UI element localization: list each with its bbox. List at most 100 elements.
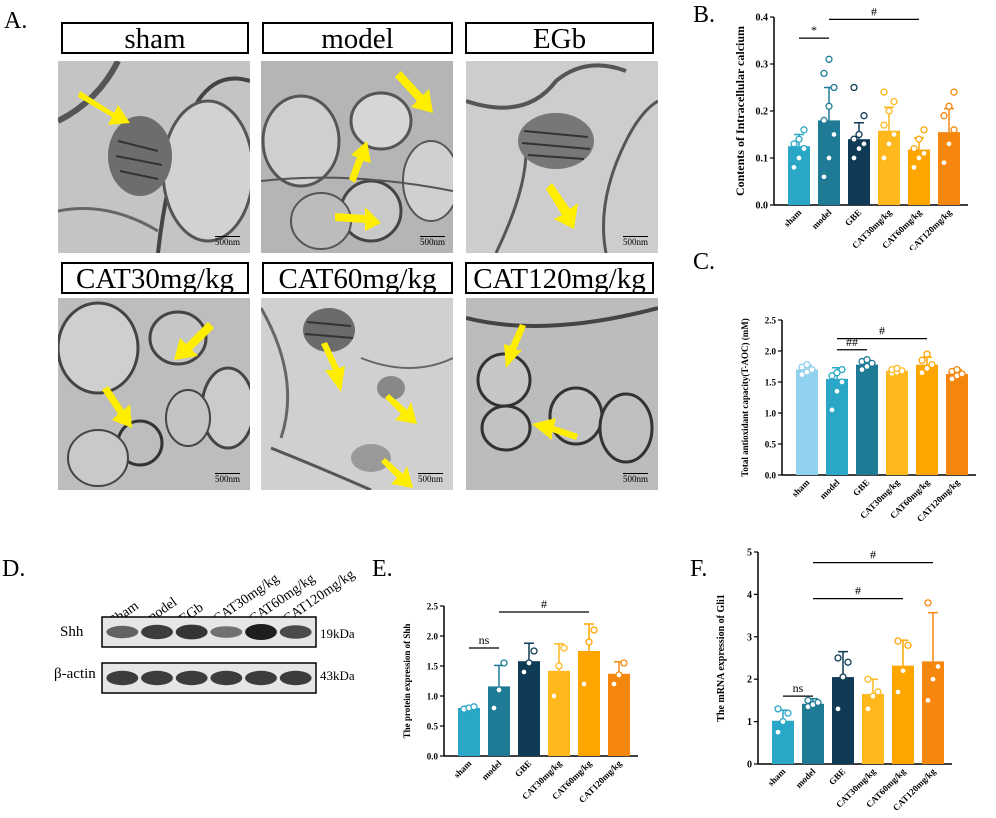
bar-GBE	[856, 364, 878, 475]
data-point-CAT120mg/kg	[940, 112, 948, 120]
bar-CAT30mg/kg	[548, 670, 570, 756]
blot-band-0-4	[245, 624, 277, 640]
y-tick-label: 1.0	[427, 692, 439, 702]
data-point-sham	[800, 144, 808, 153]
data-point-CAT120mg/kg	[929, 675, 937, 683]
blot-band-1-1	[141, 670, 173, 686]
micrograph-sham-art	[58, 61, 250, 253]
data-point-GBE	[530, 647, 538, 655]
bar-sham	[458, 708, 480, 756]
data-point-GBE	[855, 130, 863, 139]
panel-label-c: C.	[693, 249, 716, 275]
micrograph-label-egb: EGb	[465, 22, 654, 55]
y-tick-label: 1.5	[765, 378, 777, 388]
data-point-model	[825, 55, 833, 63]
y-tick-label: 0.1	[756, 154, 769, 165]
bar-CAT120mg/kg	[946, 373, 968, 475]
blot-band-0-1	[141, 624, 173, 640]
y-tick-label: 1	[747, 717, 752, 728]
data-point-CAT120mg/kg	[620, 659, 628, 667]
y-tick-label: 2.0	[427, 632, 439, 642]
y-axis-label: The mRNA expression of Gli1	[716, 594, 727, 722]
data-point-CAT60mg/kg	[918, 356, 926, 364]
data-point-CAT60mg/kg	[590, 626, 598, 634]
data-point-CAT120mg/kg	[945, 102, 953, 110]
bar-CAT60mg/kg	[908, 149, 930, 205]
y-tick-label: 0.4	[756, 13, 769, 24]
data-point-CAT120mg/kg	[950, 126, 958, 134]
y-tick-label: 2.5	[427, 602, 439, 612]
micrograph-cat60: 500nm	[261, 298, 453, 490]
data-point-CAT60mg/kg	[923, 350, 931, 358]
data-point-model	[820, 173, 828, 181]
data-point-sham	[808, 365, 816, 374]
data-point-GBE	[520, 668, 528, 676]
x-tick-label: model	[818, 477, 842, 501]
blot-band-1-5	[279, 670, 312, 686]
data-point-CAT120mg/kg	[924, 696, 932, 705]
y-tick-label: 0.3	[756, 60, 769, 71]
data-point-CAT30mg/kg	[874, 688, 882, 696]
blot-band-1-4	[245, 670, 277, 686]
data-point-CAT120mg/kg	[610, 680, 618, 688]
y-tick-label: 1.5	[427, 662, 439, 672]
data-point-sham	[784, 709, 792, 717]
blot-row-label-shh: Shh	[60, 624, 84, 640]
data-point-CAT120mg/kg	[953, 365, 961, 374]
data-point-CAT30mg/kg	[560, 644, 568, 652]
x-tick-label: sham	[790, 477, 812, 499]
data-point-sham	[803, 360, 811, 369]
y-axis-label: Total antioxidant capacity(T-AOC) (mM)	[740, 318, 750, 477]
data-point-CAT30mg/kg	[880, 88, 888, 96]
data-point-model	[838, 365, 846, 374]
micrograph-cat120: 500nm	[466, 298, 658, 490]
micrograph-egb: 500nm	[466, 61, 658, 253]
x-tick-label: GBE	[843, 207, 864, 228]
data-point-model	[820, 116, 828, 125]
data-point-model	[838, 378, 846, 386]
micrograph-label-cat120: CAT120mg/kg	[465, 262, 654, 295]
bar-CAT120mg/kg	[922, 661, 944, 764]
significance-label: *	[811, 23, 817, 37]
significance-label: #	[871, 4, 877, 18]
bar-GBE	[518, 661, 540, 756]
data-point-CAT120mg/kg	[924, 599, 932, 607]
data-point-CAT60mg/kg	[915, 154, 923, 162]
data-point-CAT30mg/kg	[893, 364, 901, 373]
data-point-CAT30mg/kg	[885, 140, 893, 148]
data-point-CAT60mg/kg	[928, 360, 936, 369]
data-point-CAT60mg/kg	[904, 641, 912, 649]
data-point-CAT30mg/kg	[890, 97, 898, 106]
x-tick-label: GBE	[827, 766, 848, 787]
y-tick-label: 5	[747, 548, 752, 559]
bar-model	[488, 686, 510, 756]
data-point-model	[814, 698, 822, 707]
data-point-CAT60mg/kg	[585, 638, 593, 646]
data-point-model	[825, 154, 833, 162]
data-point-GBE	[860, 140, 868, 148]
data-point-model	[500, 659, 508, 667]
y-axis-label: Contents of Intracellular calcium	[733, 26, 747, 196]
blot-band-0-0	[106, 625, 139, 639]
micrograph-sham: 500nm	[58, 61, 250, 253]
bar-CAT30mg/kg	[862, 694, 884, 764]
y-tick-label: 4	[747, 590, 752, 601]
y-tick-label: 0.0	[427, 752, 439, 762]
y-tick-label: 0.5	[427, 722, 439, 732]
significance-label: #	[855, 584, 861, 598]
chart-e-shh-protein: 0.0 0.5 1.0 1.5 2.0 2.5 The protein expression…	[402, 597, 638, 805]
data-point-sham	[790, 140, 798, 148]
panel-label-a: A.	[4, 8, 28, 34]
micrograph-label-model: model	[262, 22, 453, 55]
data-point-sham	[470, 703, 478, 711]
data-point-CAT60mg/kg	[899, 667, 907, 675]
bar-CAT30mg/kg	[878, 130, 900, 205]
blot-band-0-2	[175, 624, 208, 640]
y-tick-label: 0.5	[765, 440, 777, 450]
x-tick-label: model	[480, 758, 504, 782]
significance-label: #	[541, 597, 547, 611]
micrograph-cat60-art	[261, 298, 453, 490]
micrograph-model: 500nm	[261, 61, 453, 253]
y-tick-label: 0.0	[756, 201, 769, 212]
micrograph-cat30-art	[58, 298, 250, 490]
